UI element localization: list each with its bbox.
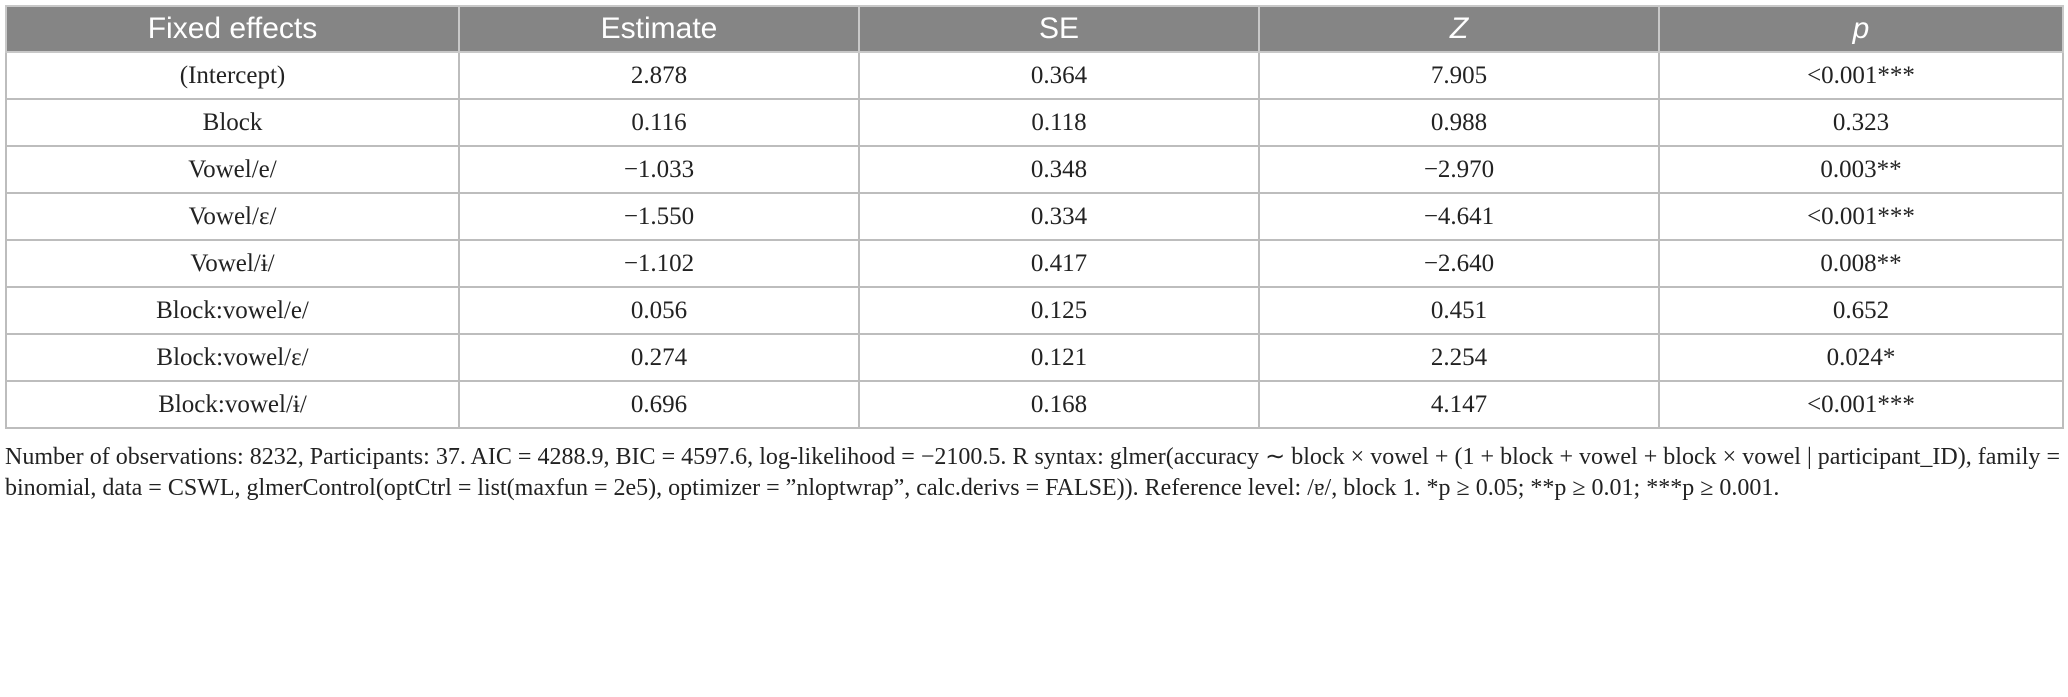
table-row: Vowel/e/−1.033 0.348 −2.970 0.003** <box>5 145 2064 194</box>
table-row: (Intercept) 2.878 0.364 7.905 <0.001*** <box>5 51 2064 100</box>
table-cell: 4.147 <box>1258 380 1660 429</box>
table-cell: 0.056 <box>458 286 860 335</box>
table-cell: 0.168 <box>858 380 1260 429</box>
table-cell: −1.550 <box>458 192 860 241</box>
table-cell: 0.118 <box>858 98 1260 147</box>
table-cell: 0.364 <box>858 51 1260 100</box>
table-cell: 0.008** <box>1658 239 2064 288</box>
table-body: (Intercept) 2.878 0.364 7.905 <0.001*** Block… <box>5 51 2064 429</box>
table-cell: 0.003** <box>1658 145 2064 194</box>
table-cell: 0.988 <box>1258 98 1660 147</box>
table-cell: 7.905 <box>1258 51 1660 100</box>
table-cell: <0.001*** <box>1658 51 2064 100</box>
table-cell: <0.001*** <box>1658 380 2064 429</box>
header-cell: Estimate <box>458 5 860 53</box>
table-row: Block 0.116 0.118 0.988 0.323 <box>5 98 2064 147</box>
table-cell: −1.102 <box>458 239 860 288</box>
table-cell: 0.652 <box>1658 286 2064 335</box>
table-cell: −2.970 <box>1258 145 1660 194</box>
header-cell: SE <box>858 5 1260 53</box>
table-cell: 0.696 <box>458 380 860 429</box>
table-cell: <0.001*** <box>1658 192 2064 241</box>
table-cell: Block:vowel/ɛ/ <box>5 333 460 382</box>
footnote: Number of observations: 8232, Participan… <box>5 444 2060 501</box>
table-cell: Vowel/ɨ/ <box>5 239 460 288</box>
table-cell: Block:vowel/e/ <box>5 286 460 335</box>
table-cell: 0.323 <box>1658 98 2064 147</box>
table-row: Block:vowel/ɛ/0.274 0.121 2.254 0.024* <box>5 333 2064 382</box>
table-cell: 2.878 <box>458 51 860 100</box>
table-cell: 0.024* <box>1658 333 2064 382</box>
table-row: Vowel/ɨ/−1.102 0.417 −2.640 0.008** <box>5 239 2064 288</box>
table-cell: −4.641 <box>1258 192 1660 241</box>
table-cell: 0.121 <box>858 333 1260 382</box>
table-row: Vowel/ɛ/−1.550 0.334 −4.641 <0.001*** <box>5 192 2064 241</box>
table-cell: −1.033 <box>458 145 860 194</box>
table-row: Block:vowel/ɨ/0.696 0.168 4.147 <0.001*** <box>5 380 2064 429</box>
table-cell: (Intercept) <box>5 51 460 100</box>
table-cell: Block:vowel/ɨ/ <box>5 380 460 429</box>
table-cell: 0.334 <box>858 192 1260 241</box>
header-cell: p <box>1658 5 2064 53</box>
table-cell: 0.348 <box>858 145 1260 194</box>
table-cell: 2.254 <box>1258 333 1660 382</box>
table-cell: 0.125 <box>858 286 1260 335</box>
table-cell: 0.274 <box>458 333 860 382</box>
table-cell: Vowel/ɛ/ <box>5 192 460 241</box>
header-cell: Fixed effects <box>5 5 460 53</box>
table-row: Block:vowel/e/0.056 0.125 0.451 0.652 <box>5 286 2064 335</box>
table-cell: 0.417 <box>858 239 1260 288</box>
table-cell: Block <box>5 98 460 147</box>
table-cell: 0.116 <box>458 98 860 147</box>
table-cell: Vowel/e/ <box>5 145 460 194</box>
table-cell: −2.640 <box>1258 239 1660 288</box>
table-cell: 0.451 <box>1258 286 1660 335</box>
header-cell: Z <box>1258 5 1660 53</box>
